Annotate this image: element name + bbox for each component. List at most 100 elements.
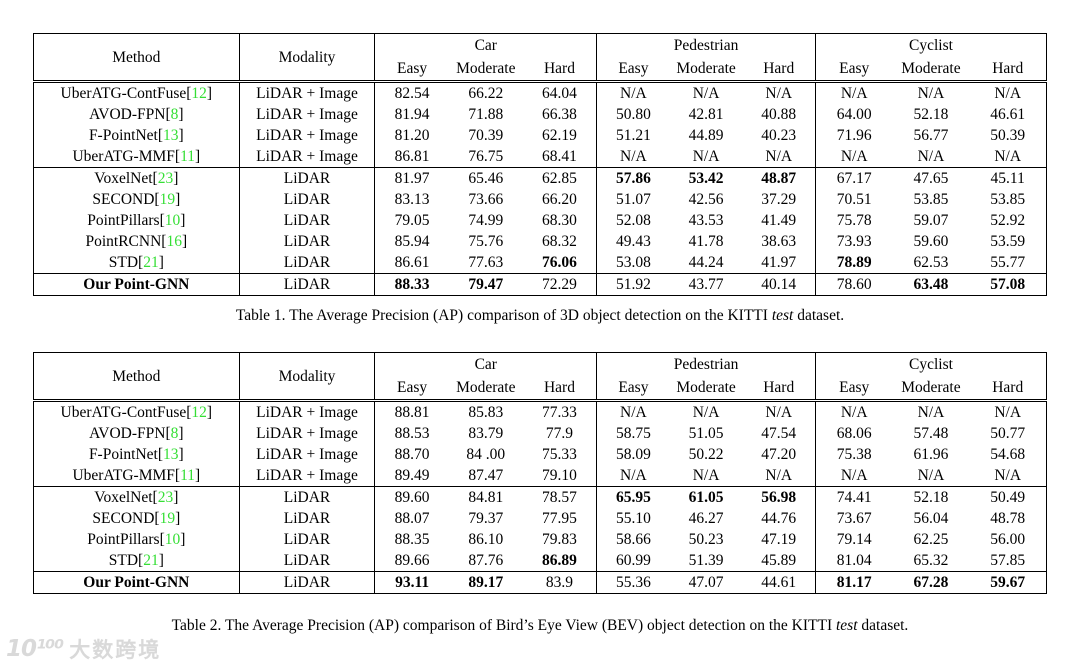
- ap-value-cell: 88.81: [374, 400, 449, 423]
- ap-value-cell: 42.56: [688, 191, 724, 208]
- ap-value-cell: 66.22: [468, 85, 504, 102]
- ap-value-cell: 53.85: [913, 191, 949, 208]
- bracket: ]: [175, 191, 181, 208]
- ap-value-cell: 79.05: [374, 210, 449, 231]
- table-1-ap-3d-detection: Method Modality Car Pedestrian Cyclist Easy Mo…: [33, 33, 1047, 296]
- ap-value-cell: 58.09: [596, 444, 670, 465]
- bracket: ]: [195, 148, 201, 165]
- ap-value-cell: 62.25: [913, 531, 949, 548]
- ap-value-cell: N/A: [814, 465, 893, 487]
- citation-ref: 10: [164, 531, 181, 548]
- modality-cell: LiDAR: [238, 189, 375, 210]
- caption-text: dataset.: [857, 617, 909, 634]
- ap-value-cell: 86.81: [374, 146, 449, 168]
- ap-value-cell: 83.79: [468, 425, 504, 442]
- ap-value-cell: 75.78: [814, 210, 893, 231]
- ap-value-cell: 85.83: [468, 404, 504, 421]
- ap-value-cell: 79.47: [468, 276, 504, 293]
- ap-value-cell: 77.63: [468, 254, 504, 271]
- table-row: UberATG-MMF[11] LiDAR + Image 89.49 87.47 79…: [34, 465, 1047, 487]
- method-name: F-PointNet: [88, 127, 158, 144]
- table-row: F-PointNet[13] LiDAR + Image 88.70 84 .00 75…: [34, 444, 1047, 465]
- header-row-groups: Method Modality Car Pedestrian Cyclist: [34, 352, 1047, 401]
- ap-value-cell: N/A: [596, 81, 670, 104]
- method-name: AVOD-FPN: [89, 106, 166, 123]
- ap-value-cell: 50.49: [990, 489, 1026, 506]
- method-name: F-PointNet: [88, 446, 158, 463]
- table-row: AVOD-FPN[8] LiDAR + Image 81.94 71.88 66.38 5…: [34, 104, 1047, 125]
- ap-value-cell: 68.06: [814, 423, 893, 444]
- citation-ref: 12: [191, 85, 207, 102]
- sub-header-hard: Hard: [763, 60, 795, 77]
- group-header-cyclist: Cyclist: [814, 33, 1047, 57]
- ap-value-cell: 56.04: [913, 510, 949, 527]
- ap-value-cell: 52.18: [913, 106, 949, 123]
- ap-value-cell: N/A: [765, 85, 793, 102]
- bracket: [: [159, 531, 165, 548]
- ap-value-cell: 73.67: [814, 508, 893, 529]
- header-row-difficulty: Easy Moderate Hard Easy Moderate Hard Easy Mode…: [34, 57, 1047, 82]
- ap-value-cell: 65.46: [468, 170, 504, 187]
- table-row: PointPillars[10] LiDAR 79.05 74.99 68.30 52.0…: [34, 210, 1047, 231]
- ap-value-cell: 58.75: [596, 423, 670, 444]
- ap-value-cell: 88.53: [374, 423, 449, 444]
- bracket: [: [154, 510, 160, 527]
- bracket: [: [154, 191, 160, 208]
- ap-value-cell: 68.41: [542, 148, 577, 165]
- group-header-pedestrian: Pedestrian: [596, 33, 816, 57]
- bracket: [: [152, 170, 158, 187]
- method-cell: F-PointNet[13]: [34, 125, 240, 146]
- ap-value-cell: 42.81: [688, 106, 724, 123]
- ap-value-cell: 89.60: [374, 486, 449, 508]
- ap-value-cell: 87.47: [468, 467, 504, 484]
- ap-value-cell: N/A: [917, 148, 945, 165]
- ap-value-cell: 56.77: [913, 127, 949, 144]
- table-row: STD[21] LiDAR 89.66 87.76 86.89 60.99 51.39 45.…: [34, 550, 1047, 572]
- ap-value-cell: 45.11: [990, 170, 1025, 187]
- ap-value-cell: 75.33: [542, 446, 577, 463]
- ap-value-cell: 87.76: [468, 552, 504, 569]
- ap-value-cell: 62.19: [542, 127, 577, 144]
- group-header-cyclist: Cyclist: [814, 352, 1047, 376]
- method-cell: Our Point-GNN: [34, 274, 240, 296]
- method-cell: PointPillars[10]: [34, 529, 240, 550]
- ap-value-cell: 89.66: [374, 550, 449, 572]
- method-name: STD: [108, 552, 139, 569]
- ap-value-cell: N/A: [765, 467, 793, 484]
- ap-value-cell: 78.89: [814, 252, 893, 274]
- sub-header-hard: Hard: [543, 379, 575, 396]
- ap-value-cell: 41.78: [688, 233, 724, 250]
- ap-value-cell: 75.76: [468, 233, 504, 250]
- sub-header-moderate: Moderate: [676, 60, 736, 77]
- method-name: PointPillars: [87, 531, 160, 548]
- ap-value-cell: 48.87: [761, 170, 797, 187]
- ap-value-cell: 46.27: [688, 510, 724, 527]
- ap-value-cell: N/A: [994, 85, 1022, 102]
- ap-value-cell: N/A: [814, 146, 893, 168]
- method-name: Our Point-GNN: [83, 574, 190, 591]
- ap-value-cell: 93.11: [374, 571, 449, 594]
- ap-value-cell: 72.29: [542, 276, 577, 293]
- ap-value-cell: 52.18: [913, 489, 949, 506]
- ap-value-cell: 68.32: [542, 233, 577, 250]
- bracket: ]: [206, 404, 213, 421]
- ap-value-cell: 57.86: [596, 167, 670, 189]
- ap-value-cell: N/A: [692, 467, 720, 484]
- ap-value-cell: 44.89: [688, 127, 724, 144]
- ap-value-cell: 75.38: [814, 444, 893, 465]
- ap-value-cell: 50.39: [990, 127, 1026, 144]
- modality-cell: LiDAR: [238, 508, 375, 529]
- caption-text: dataset.: [793, 307, 845, 324]
- sub-header-easy: Easy: [374, 376, 449, 401]
- ap-value-cell: N/A: [596, 465, 670, 487]
- citation-ref: 10: [164, 212, 181, 229]
- ap-value-cell: 71.96: [814, 125, 893, 146]
- citation-ref: 21: [143, 552, 159, 569]
- ap-value-cell: 46.61: [990, 106, 1026, 123]
- method-cell: UberATG-ContFuse[12]: [34, 82, 240, 105]
- sub-header-easy: Easy: [374, 57, 449, 82]
- ap-value-cell: 47.19: [761, 531, 797, 548]
- method-name: UberATG-MMF: [72, 148, 175, 165]
- ap-value-cell: 88.33: [374, 273, 449, 296]
- caption-italic-word: test: [771, 307, 794, 324]
